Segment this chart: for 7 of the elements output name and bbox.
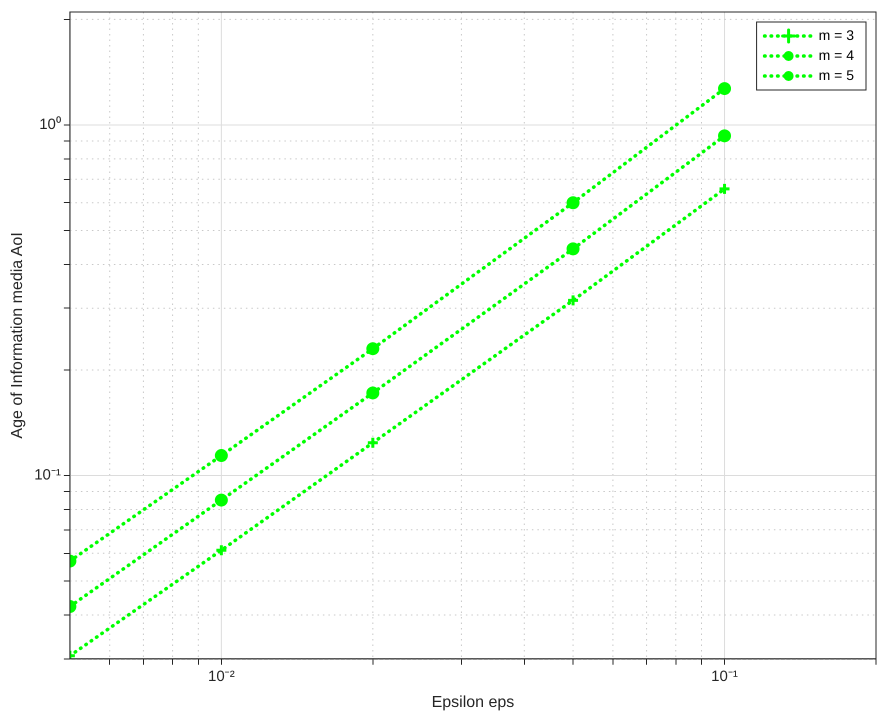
legend-label: m = 3	[818, 26, 854, 43]
x-axis-title: Epsilon eps	[432, 694, 514, 711]
y-axis-title: Age of Information media AoI	[9, 232, 26, 439]
legend-label: m = 5	[818, 66, 854, 83]
x-tick-label: 10⁻²	[208, 668, 235, 685]
y-tick-label: 10⁰	[39, 116, 61, 134]
legend-label: m = 4	[818, 46, 854, 63]
